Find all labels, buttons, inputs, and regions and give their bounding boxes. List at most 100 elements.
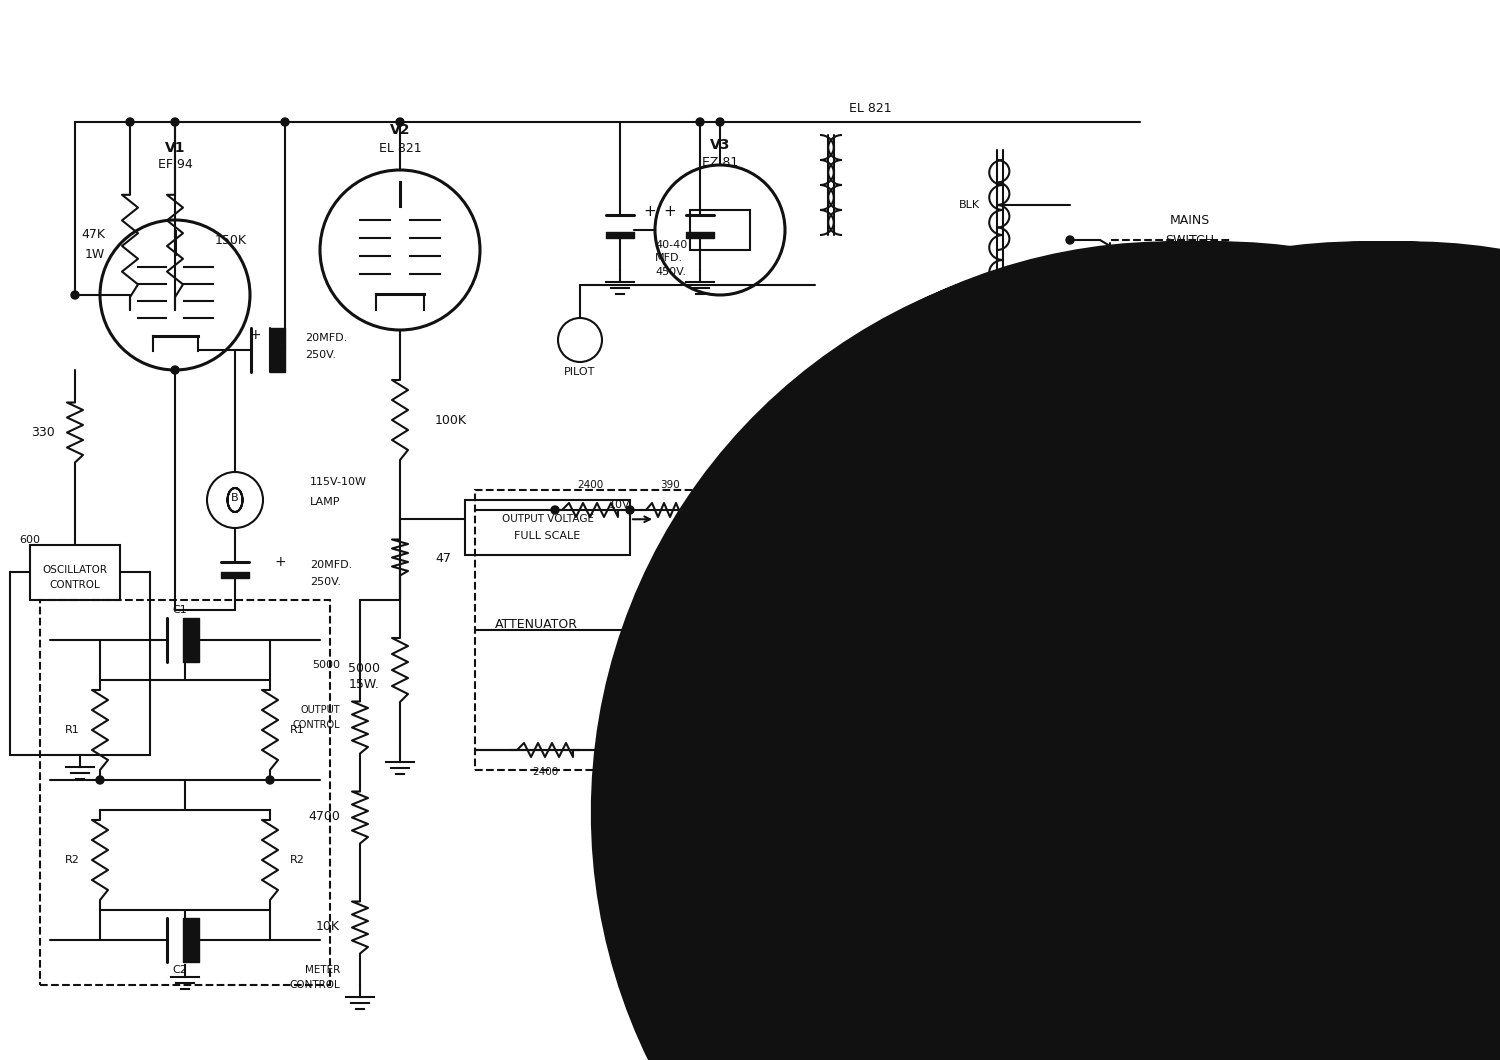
Text: 250V.: 250V. [310,577,340,587]
Text: R1: R1 [290,725,304,735]
Text: 20MFD.: 20MFD. [304,333,346,343]
Text: -: - [1287,776,1292,789]
Text: 1W: 1W [84,248,105,262]
Text: 1600: 1600 [794,480,820,490]
Text: +: + [1284,611,1296,624]
Text: 1600: 1600 [712,767,738,777]
Text: R2: R2 [290,855,304,865]
Text: 200: 200 [1280,687,1300,697]
Circle shape [1260,670,1320,730]
Circle shape [716,118,724,126]
Text: MFD.: MFD. [656,253,682,263]
Circle shape [1116,506,1124,514]
Text: B: B [231,493,238,504]
Circle shape [1180,506,1190,514]
Text: V2: V2 [390,123,410,137]
Text: CONTROL: CONTROL [292,720,340,730]
Text: 47K: 47K [81,229,105,242]
Circle shape [266,776,274,784]
Text: 15W.: 15W. [350,678,380,691]
Circle shape [550,506,560,514]
Text: 600: 600 [20,535,40,545]
Text: SWITCH: SWITCH [1166,233,1215,247]
Text: 2400: 2400 [578,480,603,490]
Text: 390: 390 [660,480,680,490]
Text: V3: V3 [710,138,730,152]
Text: OUTPUT VOLTAGE: OUTPUT VOLTAGE [501,514,594,525]
Circle shape [696,118,703,126]
Circle shape [70,292,80,299]
Bar [465,500,630,555]
Text: +: + [644,205,657,219]
Text: INT.: INT. [1209,450,1230,460]
Circle shape [1066,236,1074,244]
Text: .003V: .003V [1104,500,1136,510]
Text: 10V: 10V [609,500,631,510]
Circle shape [696,506,703,514]
Text: 250V.: 250V. [304,350,336,360]
Circle shape [280,118,290,126]
Text: +2000: +2000 [1352,646,1389,655]
Text: 3V: 3V [693,500,708,510]
Text: 47: 47 [435,551,451,565]
Text: LOAD: LOAD [1204,560,1236,570]
Text: 1100: 1100 [927,647,952,657]
Text: V1: V1 [165,141,186,155]
Text: MAINS: MAINS [1170,213,1210,227]
Text: 10K: 10K [316,920,340,934]
Text: CONTROL: CONTROL [50,580,100,590]
Text: EZ81: EZ81 [915,370,945,379]
Text: ATTENUATOR: ATTENUATOR [495,618,578,632]
Text: 750: 750 [1125,480,1144,490]
Text: 1V: 1V [758,500,772,510]
Circle shape [831,506,839,514]
Polygon shape [1318,656,1328,667]
Text: EZ 81: EZ 81 [702,157,738,170]
Text: 4700: 4700 [308,811,340,824]
Circle shape [1120,326,1130,334]
Circle shape [1066,336,1074,344]
Circle shape [760,506,770,514]
Text: BLK: BLK [958,200,980,210]
Circle shape [171,366,178,374]
Circle shape [171,118,178,126]
Text: R1: R1 [66,725,80,735]
Text: 1600: 1600 [728,480,753,490]
Text: 1100: 1100 [982,565,1008,575]
Text: EL 821: EL 821 [849,102,891,114]
Text: 100K: 100K [435,413,466,426]
Text: LOAD: LOAD [1204,465,1236,475]
Text: +: + [1356,693,1366,707]
Bar [40,600,330,985]
Text: 20MFD.: 20MFD. [310,560,352,570]
Text: OSCILLATOR: OSCILLATOR [42,565,108,575]
Bar [30,545,120,600]
Polygon shape [1318,734,1328,743]
Circle shape [1120,251,1130,259]
Text: .01V: .01V [1032,500,1058,510]
Text: LAMP: LAMP [310,497,340,507]
Text: .1V: .1V [902,500,920,510]
Text: +: + [274,555,286,569]
Text: METER: METER [304,965,340,975]
Text: C2: C2 [172,965,188,975]
Text: 1100: 1100 [852,647,877,657]
Text: 5000: 5000 [348,661,380,674]
Bar [476,490,1200,770]
Text: BLK: BLK [958,360,980,370]
Polygon shape [1252,656,1262,667]
Circle shape [970,506,980,514]
Text: SWITCH: SWITCH [1198,575,1242,585]
Text: 1600: 1600 [718,647,746,657]
Text: +: + [249,328,261,342]
Polygon shape [1252,734,1262,743]
Text: OUTPUT: OUTPUT [1305,419,1356,431]
Circle shape [1326,496,1334,504]
Text: 150K: 150K [214,233,248,247]
Text: 1600: 1600 [927,480,952,490]
Text: EL 821: EL 821 [378,141,422,155]
Text: 1100: 1100 [992,480,1018,490]
Text: EF94: EF94 [831,370,860,379]
Text: EF 94: EF 94 [158,159,192,172]
Text: OUTPUT: OUTPUT [300,705,340,716]
